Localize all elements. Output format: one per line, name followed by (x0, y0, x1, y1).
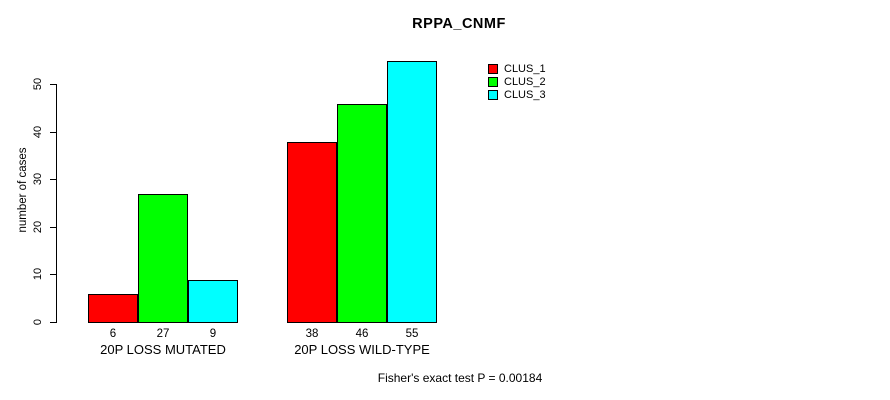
y-tick-label: 40 (32, 125, 44, 138)
bar-value-label: 27 (156, 328, 170, 340)
y-tick (50, 179, 57, 181)
bar-value-label: 46 (355, 328, 369, 340)
bar-clus_2-1 (138, 194, 188, 323)
bar-value-label: 6 (109, 328, 117, 340)
legend-item-clus_1: CLUS_1 (488, 62, 546, 75)
y-tick-label: 50 (32, 77, 44, 91)
y-axis-label: number of cases (17, 147, 29, 233)
fisher-test-annotation: Fisher's exact test P = 0.00184 (377, 371, 543, 385)
legend-swatch (488, 90, 498, 101)
bar-value-label: 9 (209, 328, 217, 340)
y-tick (50, 274, 57, 276)
y-tick (50, 322, 57, 323)
y-tick-label: 10 (32, 268, 44, 281)
legend-item-clus_2: CLUS_2 (488, 75, 546, 88)
y-tick (50, 84, 57, 85)
group-label: 20P LOSS WILD-TYPE (294, 342, 430, 357)
legend-swatch (488, 63, 498, 74)
bar-clus_1-1 (88, 294, 138, 323)
legend-item-clus_3: CLUS_3 (488, 89, 546, 102)
y-tick (50, 131, 57, 133)
y-tick (50, 226, 57, 228)
bar-clus_2-2 (337, 104, 387, 323)
legend-swatch (488, 77, 498, 88)
bar-value-label: 55 (405, 328, 419, 340)
bar-clus_3-2 (387, 61, 437, 323)
bar-clus_1-2 (287, 142, 337, 323)
y-axis-line (56, 84, 57, 323)
y-tick-label: 0 (32, 318, 44, 326)
legend-label: CLUS_3 (504, 89, 546, 102)
legend: CLUS_1 CLUS_2 CLUS_3 (488, 62, 546, 102)
group-label: 20P LOSS MUTATED (100, 342, 226, 357)
chart-title: RPPA_CNMF (412, 16, 506, 32)
y-tick-label: 30 (32, 173, 44, 186)
legend-label: CLUS_2 (504, 76, 546, 89)
legend-label: CLUS_1 (504, 62, 546, 75)
y-tick-label: 20 (32, 220, 44, 233)
bar-value-label: 38 (305, 328, 319, 340)
bar-clus_3-1 (188, 280, 238, 323)
